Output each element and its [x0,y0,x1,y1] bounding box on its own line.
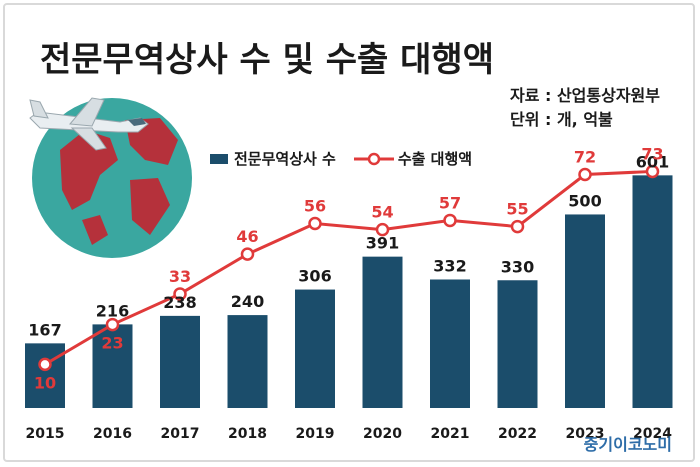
bar-value-label: 167 [28,320,61,339]
line-point-2015 [38,357,52,372]
x-tick-label: 2015 [26,426,65,442]
line-point-2016 [105,317,120,332]
legend-line-label: 수출 대행액 [397,150,473,168]
line-value-label: 33 [169,267,191,286]
line-point-2021 [443,213,457,228]
line-value-label: 73 [641,144,663,163]
line-point-2018 [240,247,255,261]
line-path [44,169,653,366]
chart-frame [3,3,695,462]
x-tick-label: 2018 [228,426,267,442]
bar-2017 [160,315,200,408]
x-tick-label: 2016 [93,426,132,442]
bar-value-label: 601 [636,152,669,171]
line-point-2019 [308,216,322,231]
bar-value-label: 332 [433,256,466,275]
legend-bar-label: 전문무역상사 수 [234,150,336,168]
bar-value-label: 216 [96,301,129,320]
line-value-label: 23 [101,334,123,353]
line-value-label: 10 [34,373,56,392]
bar-2016 [92,324,133,408]
line-value-label: 56 [304,197,326,216]
x-tick-label: 2020 [363,426,402,442]
x-tick-label: 2023 [566,426,605,442]
x-tick-label: 2021 [431,426,470,442]
chart-title: 전문무역상사 수 및 수출 대행액 [40,40,494,80]
x-tick-label: 2022 [498,426,537,442]
line-point-2024 [645,164,660,179]
line-value-label: 54 [371,203,393,222]
bar-2019 [295,289,335,408]
data-labels: 167 216 238 240 306 391 332 330 500 601 10 23 33 46 56… [28,144,669,392]
airplane-icon [29,97,149,151]
line-value-label: 57 [439,193,461,212]
line-point-2023 [578,167,592,182]
bar-value-label: 306 [298,267,331,286]
x-tick-label: 2017 [161,426,200,442]
bar-value-label: 500 [568,191,601,210]
legend-line-swatch [353,152,394,165]
line-point-2017 [173,287,187,301]
globe-icon [32,98,192,258]
bar-2018 [227,315,268,408]
line-value-label: 55 [506,200,528,219]
bar-2023 [565,214,605,408]
source-note: 자료 : 산업통상자원부 단위 : 개, 억불 [510,84,660,132]
brand-logo: 중기이코노미 [583,435,672,454]
bar-2022 [497,280,538,408]
bar-value-label: 391 [366,234,399,253]
legend: 전문무역상사 수 수출 대행액 [210,148,472,169]
line-value-label: 72 [574,148,596,167]
unit-line: 단위 : 개, 억불 [509,110,613,129]
bar-2020 [362,256,403,408]
legend-bar-swatch [210,153,228,164]
x-tick-label: 2024 [633,426,672,442]
bar-series [25,175,673,408]
bar-value-label: 240 [231,292,264,311]
bar-value-label: 330 [501,257,534,276]
bar-2015 [25,343,65,408]
bar-2024 [632,175,673,408]
source-line: 자료 : 산업통상자원부 [509,86,660,105]
line-point-2020 [375,222,390,237]
bar-value-label: 238 [163,293,196,312]
line-value-label: 46 [236,227,258,246]
line-series [38,164,660,372]
line-point-2022 [510,219,525,234]
bar-2021 [430,279,470,408]
x-tick-label: 2019 [296,426,335,442]
x-axis: 2015 2016 2017 2018 2019 2020 2021 2022 2023 2024 [26,426,673,442]
